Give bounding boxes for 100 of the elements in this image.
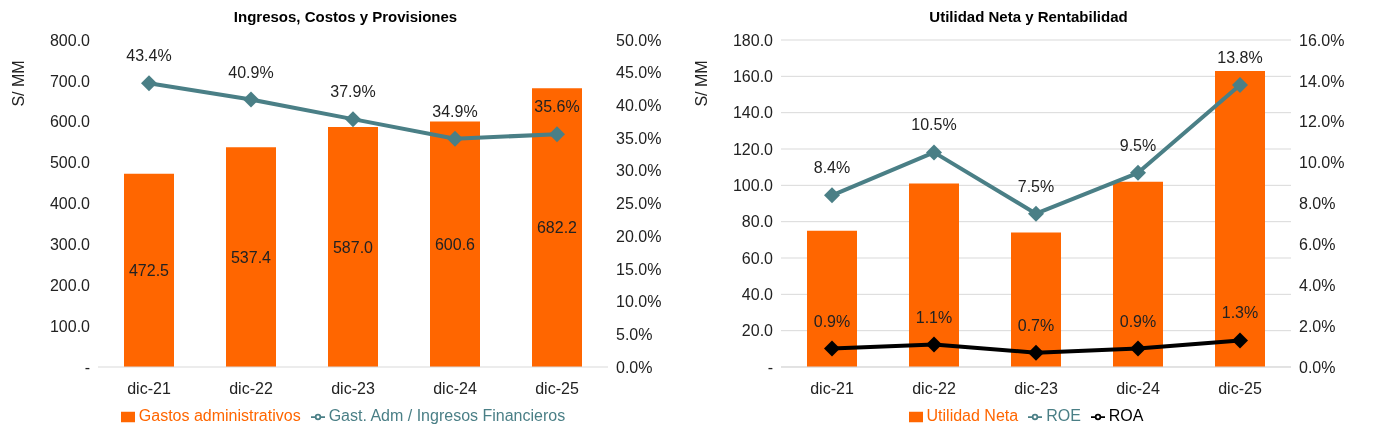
- bar: [1011, 232, 1061, 367]
- y2-tick-label: 50.0%: [616, 31, 662, 49]
- point: [926, 336, 942, 353]
- y2-tick-label: 0.0%: [616, 358, 653, 376]
- data-label: 1.1%: [915, 308, 953, 326]
- data-label: 0.7%: [1017, 316, 1055, 334]
- y-tick-label: 300.0: [49, 236, 91, 254]
- y-tick-label: 500.0: [49, 154, 91, 172]
- y-tick-label: 20.0: [741, 322, 774, 340]
- data-label: 34.9%: [432, 102, 478, 120]
- y-tick-label: 140.0: [732, 104, 774, 122]
- x-tick-label: dic-21: [127, 380, 171, 398]
- y-tick-label: 60.0: [741, 249, 774, 267]
- point: [243, 91, 259, 108]
- point: [345, 111, 361, 128]
- x-tick-label: dic-21: [810, 380, 854, 398]
- bar: [807, 230, 857, 367]
- y-tick-label: 200.0: [49, 276, 91, 294]
- y2-tick-label: 2.0%: [1299, 317, 1336, 335]
- y-tick-label: 100.0: [49, 317, 91, 335]
- y-tick-label: 800.0: [49, 31, 91, 49]
- bar: [909, 183, 959, 367]
- data-label: 0.9%: [813, 312, 851, 330]
- point: [824, 187, 840, 204]
- point: [1028, 344, 1044, 361]
- y-tick-label: 80.0: [741, 213, 774, 231]
- y2-tick-label: 10.0%: [1299, 154, 1345, 172]
- y2-tick-label: 20.0%: [616, 227, 662, 245]
- y2-tick-label: 10.0%: [616, 293, 662, 311]
- x-tick-label: dic-22: [229, 380, 273, 398]
- y2-tick-label: 16.0%: [1299, 31, 1345, 49]
- point: [1028, 205, 1044, 222]
- bar: [430, 121, 480, 367]
- data-label: 587.0: [332, 238, 374, 256]
- y-tick-label: 120.0: [732, 140, 774, 158]
- data-label: 37.9%: [330, 83, 376, 101]
- y2-tick-label: 30.0%: [616, 162, 662, 180]
- bar: [1113, 181, 1163, 367]
- y2-tick-label: 35.0%: [616, 129, 662, 147]
- data-label: 10.5%: [911, 116, 957, 134]
- y2-tick-label: 5.0%: [616, 325, 653, 343]
- point: [1232, 76, 1248, 93]
- y2-tick-label: 15.0%: [616, 260, 662, 278]
- legend-label: ROA: [1108, 407, 1144, 424]
- x-tick-label: dic-25: [1218, 380, 1262, 398]
- x-tick-label: dic-22: [912, 380, 956, 398]
- y-tick-label: 180.0: [732, 31, 774, 49]
- chart-title: Utilidad Neta y Rentabilidad: [928, 8, 1129, 27]
- y-axis-title: S/ MM: [9, 60, 27, 107]
- data-label: 8.4%: [813, 159, 851, 177]
- y-tick-label: 160.0: [732, 68, 774, 86]
- y2-tick-label: 45.0%: [616, 64, 662, 82]
- x-tick-label: dic-23: [331, 380, 375, 398]
- y2-tick-label: 14.0%: [1299, 72, 1345, 90]
- x-tick-label: dic-24: [1116, 380, 1160, 398]
- data-label: 35.6%: [534, 98, 580, 116]
- point: [549, 126, 565, 143]
- point: [824, 340, 840, 357]
- data-label: 1.3%: [1221, 304, 1259, 322]
- data-label: 0.9%: [1119, 312, 1157, 330]
- data-label: 9.5%: [1119, 136, 1157, 154]
- point: [1130, 164, 1146, 181]
- point: [141, 75, 157, 92]
- data-label: 7.5%: [1017, 177, 1055, 195]
- y2-tick-label: 40.0%: [616, 97, 662, 115]
- y2-tick-label: 25.0%: [616, 195, 662, 213]
- data-label: 43.4%: [126, 47, 172, 65]
- y2-tick-label: 0.0%: [1299, 358, 1336, 376]
- legend-label: Utilidad Neta: [926, 407, 1019, 424]
- data-label: 537.4: [230, 248, 272, 266]
- bar: [1215, 70, 1265, 367]
- y-axis-title: S/ MM: [692, 60, 710, 107]
- x-tick-label: dic-23: [1014, 380, 1058, 398]
- legend-label: ROE: [1046, 407, 1081, 424]
- x-tick-label: dic-24: [433, 380, 477, 398]
- bar: [226, 147, 276, 367]
- data-label: 40.9%: [228, 63, 274, 81]
- point: [1232, 332, 1248, 349]
- y-tick-label: 100.0: [732, 177, 774, 195]
- y-tick-label: 600.0: [49, 113, 91, 131]
- x-tick-label: dic-25: [535, 380, 579, 398]
- bar: [124, 173, 174, 367]
- y2-tick-label: 12.0%: [1299, 113, 1345, 131]
- bar: [328, 127, 378, 367]
- y-tick-label: 400.0: [49, 195, 91, 213]
- point: [926, 144, 942, 161]
- y-tick-label: 40.0: [741, 286, 774, 304]
- point: [447, 130, 463, 147]
- y2-tick-label: 4.0%: [1299, 276, 1336, 294]
- legend-label: Gast. Adm / Ingresos Financieros: [328, 407, 566, 424]
- data-label: 472.5: [128, 262, 170, 280]
- data-label: 682.2: [536, 219, 578, 237]
- legend-label: Gastos administrativos: [138, 407, 301, 424]
- y-tick-label: -: [84, 358, 90, 376]
- bar: [532, 88, 582, 367]
- y2-tick-label: 8.0%: [1299, 195, 1336, 213]
- y2-tick-label: 6.0%: [1299, 236, 1336, 254]
- data-label: 13.8%: [1217, 48, 1263, 66]
- y-tick-label: -: [767, 358, 773, 376]
- y-tick-label: 700.0: [49, 72, 91, 90]
